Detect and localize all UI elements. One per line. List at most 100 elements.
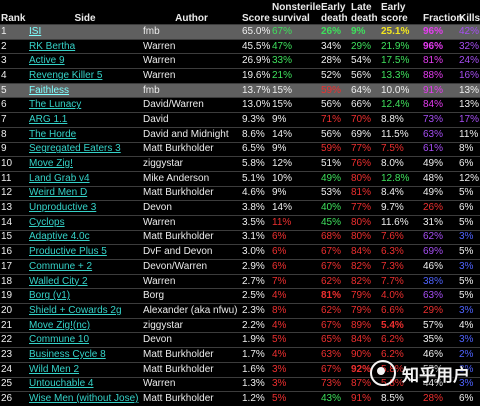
cell-late-death: 69% bbox=[350, 126, 380, 142]
cell-author: Matt Burkholder bbox=[142, 229, 241, 245]
cell-side[interactable]: Active 9 bbox=[28, 53, 142, 69]
header-rank[interactable]: Rank bbox=[0, 0, 28, 25]
cell-nonsterile-survival: 14% bbox=[271, 200, 320, 216]
table-row[interactable]: 22 Commune 10 Devon 1.9% 5% 65% 84% 6.2% 35% 3% bbox=[0, 332, 480, 348]
cell-rank: 7 bbox=[0, 112, 28, 128]
header-score[interactable]: Score bbox=[241, 0, 271, 25]
header-author[interactable]: Author bbox=[142, 0, 241, 25]
cell-side[interactable]: Cyclops bbox=[28, 214, 142, 231]
cell-side[interactable]: Segregated Eaters 3 bbox=[28, 141, 142, 157]
cell-late-death: 82% bbox=[350, 273, 380, 289]
cell-rank: 9 bbox=[0, 141, 28, 157]
cell-late-death: 82% bbox=[350, 259, 380, 275]
cell-score: 6.5% bbox=[241, 141, 271, 157]
cell-score: 13.7% bbox=[241, 82, 271, 98]
cell-score: 2.3% bbox=[241, 303, 271, 319]
cell-side[interactable]: Borg (v1) bbox=[28, 288, 142, 304]
cell-kills: 13% bbox=[458, 97, 480, 113]
cell-early-score: 7.3% bbox=[380, 259, 422, 275]
cell-side[interactable]: Untouchable 4 bbox=[28, 376, 142, 392]
table-row[interactable]: 26 Wise Men (without Jose) Matt Burkholder… bbox=[0, 391, 480, 406]
cell-early-death: 67% bbox=[320, 259, 350, 275]
cell-side[interactable]: Shield + Cowards 2g bbox=[28, 303, 142, 319]
table-row[interactable]: 19 Borg (v1) Borg 2.5% 4% 81% 79% 4.0% 63% 5% bbox=[0, 288, 480, 304]
cell-side[interactable]: Move Zig!(nc) bbox=[28, 317, 142, 333]
table-row[interactable]: 9 Segregated Eaters 3 Matt Burkholder 6.5% 9… bbox=[0, 141, 480, 157]
cell-score: 1.6% bbox=[241, 361, 271, 377]
cell-early-score: 8.0% bbox=[380, 156, 422, 172]
cell-side[interactable]: Weird Men D bbox=[28, 185, 142, 201]
cell-early-death: 34% bbox=[320, 38, 350, 54]
header-side[interactable]: Side bbox=[28, 0, 142, 25]
table-row[interactable]: 18 Walled City 2 Warren 2.7% 7% 62% 82% 7.7% 38%… bbox=[0, 273, 480, 289]
cell-author: Warren bbox=[142, 68, 241, 84]
table-row[interactable]: 12 Weird Men D Matt Burkholder 4.6% 9% 53% 81%… bbox=[0, 185, 480, 201]
cell-late-death: 29% bbox=[350, 38, 380, 54]
table-row[interactable]: 7 ARG 1.1 David 9.3% 9% 71% 70% 8.8% 73% 17% bbox=[0, 112, 480, 128]
table-row[interactable]: 6 The Lunacy David/Warren 13.0% 15% 56% 66% 12.… bbox=[0, 97, 480, 113]
cell-rank: 10 bbox=[0, 156, 28, 172]
cell-nonsterile-survival: 15% bbox=[271, 97, 320, 113]
cell-side[interactable]: Land Grab v4 bbox=[28, 170, 142, 187]
cell-author: Mike Anderson bbox=[142, 170, 241, 187]
cell-side[interactable]: Wild Men 2 bbox=[28, 361, 142, 377]
header-early-death[interactable]: Early death bbox=[320, 0, 350, 25]
header-late-death[interactable]: Late death bbox=[350, 0, 380, 25]
table-row[interactable]: 5 Faithless fmb 13.7% 15% 59% 64% 10.0% 91% 13% bbox=[0, 82, 480, 98]
table-row[interactable]: 11 Land Grab v4 Mike Anderson 5.1% 10% 49% 80%… bbox=[0, 170, 480, 187]
cell-score: 4.6% bbox=[241, 185, 271, 201]
table-row[interactable]: 4 Revenge Killer 5 Warren 19.6% 21% 52% 56% 13.… bbox=[0, 68, 480, 84]
cell-side[interactable]: Commune + 2 bbox=[28, 259, 142, 275]
table-row[interactable]: 17 Commune + 2 Devon/Warren 2.9% 6% 67% 82% 7.3… bbox=[0, 259, 480, 275]
table-row[interactable]: 21 Move Zig!(nc) ziggystar 2.2% 4% 67% 89% 5.4%… bbox=[0, 317, 480, 333]
table-row[interactable]: 13 Unproductive 3 Devon 3.8% 14% 40% 77% 9.7% 26… bbox=[0, 200, 480, 216]
cell-early-death: 45% bbox=[320, 214, 350, 231]
table-row[interactable]: 16 Productive Plus 5 DvF and Devon 3.0% 6% 67… bbox=[0, 244, 480, 260]
table-row[interactable]: 20 Shield + Cowards 2g Alexander (aka nfwu… bbox=[0, 303, 480, 319]
table-row[interactable]: 10 Move Zig! ziggystar 5.8% 12% 51% 76% 8.0% 49%… bbox=[0, 156, 480, 172]
cell-rank: 19 bbox=[0, 288, 28, 304]
cell-author: Warren bbox=[142, 376, 241, 392]
cell-fraction: 91% bbox=[422, 82, 458, 98]
table-row[interactable]: 2 RK Bertha Warren 45.5% 47% 34% 29% 21.9% 96% 32… bbox=[0, 38, 480, 54]
table-row[interactable]: 1 ISI fmb 65.0% 67% 26% 9% 25.1% 96% 42% bbox=[0, 24, 480, 40]
table-row[interactable]: 25 Untouchable 4 Warren 1.3% 3% 73% 87% 5.8% 44%… bbox=[0, 376, 480, 392]
cell-score: 8.6% bbox=[241, 126, 271, 142]
table-row[interactable]: 23 Business Cycle 8 Matt Burkholder 1.7% 4% 6… bbox=[0, 347, 480, 363]
table-row[interactable]: 15 Adaptive 4.0c Matt Burkholder 3.1% 6% 68% 8… bbox=[0, 229, 480, 245]
cell-nonsterile-survival: 6% bbox=[271, 259, 320, 275]
cell-early-death: 65% bbox=[320, 332, 350, 348]
cell-side[interactable]: Revenge Killer 5 bbox=[28, 68, 142, 84]
header-kills[interactable]: Kills bbox=[458, 0, 480, 25]
cell-side[interactable]: ISI bbox=[28, 24, 142, 40]
cell-side[interactable]: Walled City 2 bbox=[28, 273, 142, 289]
cell-fraction: 62% bbox=[422, 229, 458, 245]
cell-author: Alexander (aka nfwu) bbox=[142, 303, 241, 319]
cell-side[interactable]: Unproductive 3 bbox=[28, 200, 142, 216]
cell-side[interactable]: The Lunacy bbox=[28, 97, 142, 113]
cell-side[interactable]: Move Zig! bbox=[28, 156, 142, 172]
cell-fraction: 35% bbox=[422, 332, 458, 348]
cell-side[interactable]: Wise Men (without Jose) bbox=[28, 391, 142, 406]
cell-side[interactable]: Business Cycle 8 bbox=[28, 347, 142, 363]
header-nonsterile-survival[interactable]: Nonsterile survival bbox=[271, 0, 321, 25]
header-early-score[interactable]: Early score bbox=[380, 0, 422, 25]
cell-side[interactable]: The Horde bbox=[28, 126, 142, 142]
cell-side[interactable]: Faithless bbox=[28, 82, 142, 98]
cell-fraction: 48% bbox=[422, 170, 458, 187]
table-row[interactable]: 24 Wild Men 2 Matt Burkholder 1.6% 3% 67% 92% 5… bbox=[0, 361, 480, 377]
cell-side[interactable]: Commune 10 bbox=[28, 332, 142, 348]
cell-nonsterile-survival: 9% bbox=[271, 112, 320, 128]
table-row[interactable]: 14 Cyclops Warren 3.5% 11% 45% 80% 11.6% 31% 5% bbox=[0, 214, 480, 231]
cell-score: 3.0% bbox=[241, 244, 271, 260]
cell-side[interactable]: Adaptive 4.0c bbox=[28, 229, 142, 245]
cell-late-death: 77% bbox=[350, 141, 380, 157]
header-fraction[interactable]: Fraction bbox=[422, 0, 462, 25]
cell-fraction: 61% bbox=[422, 141, 458, 157]
cell-side[interactable]: RK Bertha bbox=[28, 38, 142, 54]
table-row[interactable]: 3 Active 9 Warren 26.9% 33% 28% 54% 17.5% 81% 24% bbox=[0, 53, 480, 69]
table-row[interactable]: 8 The Horde David and Midnight 8.6% 14% 56% 69… bbox=[0, 126, 480, 142]
cell-early-score: 4.0% bbox=[380, 288, 422, 304]
cell-side[interactable]: Productive Plus 5 bbox=[28, 244, 142, 260]
cell-side[interactable]: ARG 1.1 bbox=[28, 112, 142, 128]
